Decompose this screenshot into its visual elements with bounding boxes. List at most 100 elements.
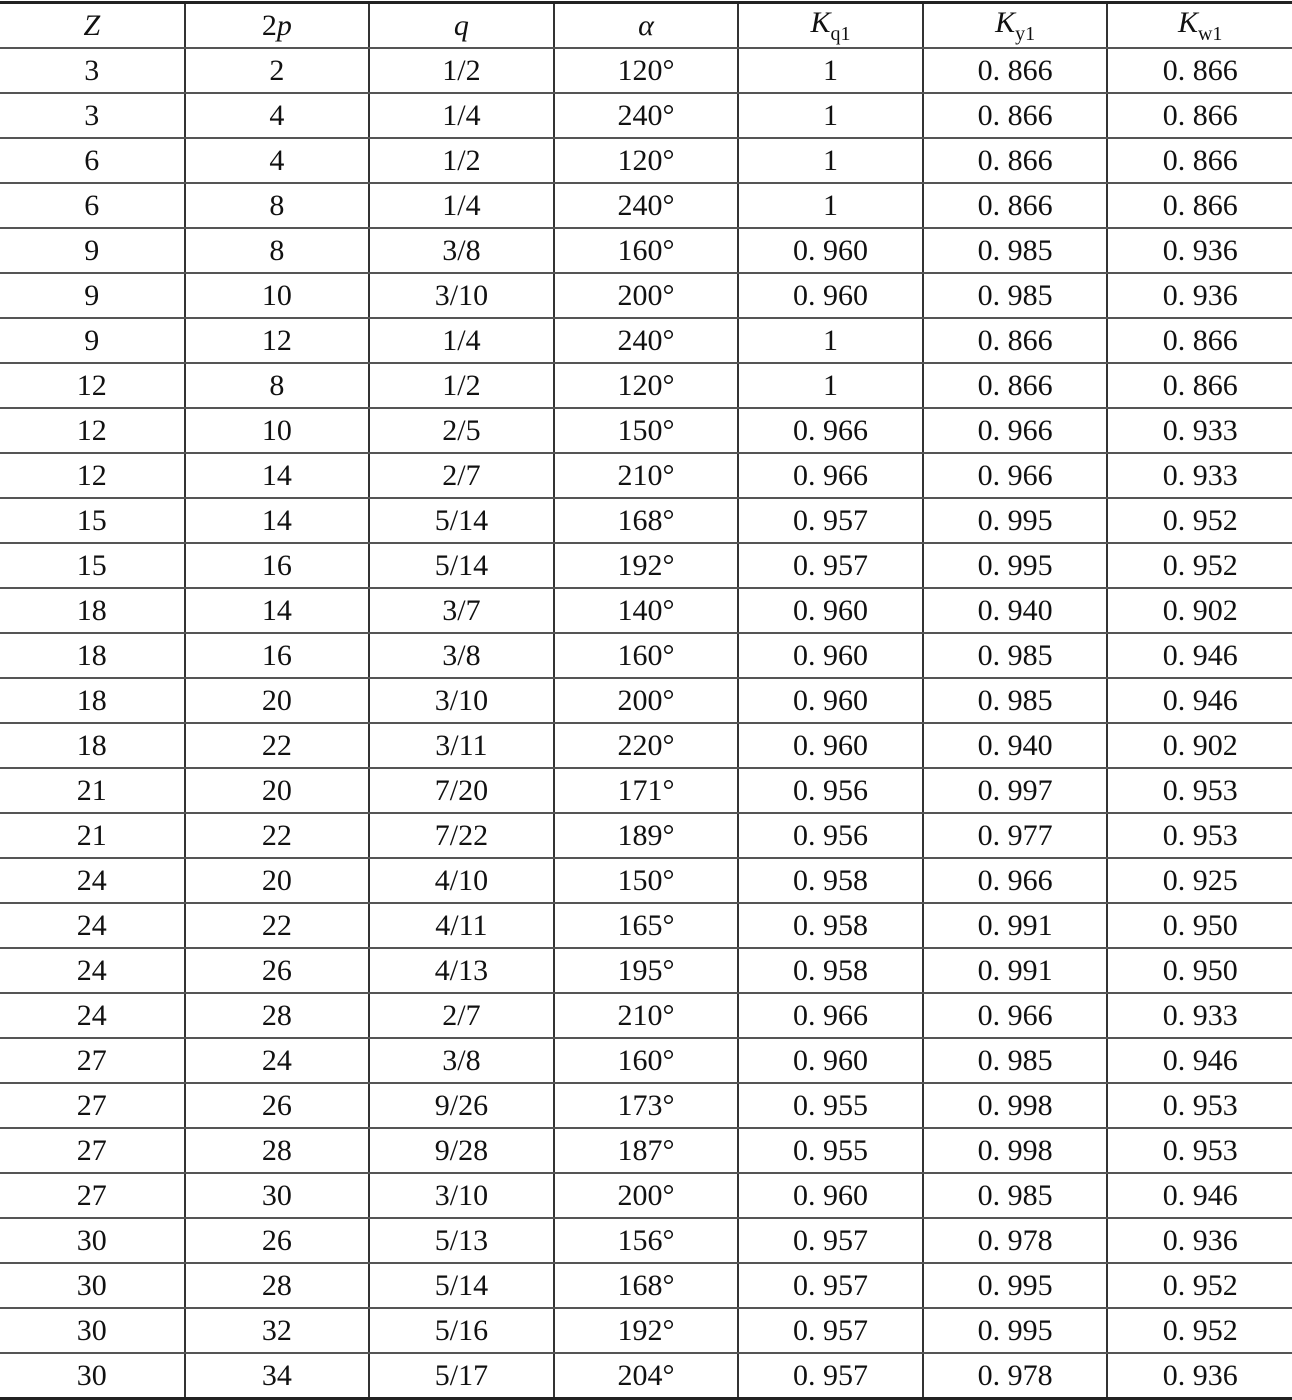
cell-z: 30: [0, 1353, 185, 1400]
cell-alpha: 168°: [552, 498, 739, 544]
cell-kq1: 0. 966: [737, 408, 923, 454]
cell-kq1: 1: [737, 318, 923, 364]
cell-kq1: 1: [737, 48, 923, 94]
header-var: K: [1177, 5, 1198, 39]
cell-alpha: 150°: [552, 858, 739, 904]
cell-2p: 32: [183, 1308, 370, 1354]
cell-kw1: 0. 866: [1106, 93, 1292, 139]
table-row: 12 8 1/2 120° 1 0. 866 0. 866: [0, 363, 1292, 409]
cell-kq1: 1: [737, 363, 923, 409]
cell-2p: 14: [183, 498, 370, 544]
header-sub: w1: [1197, 22, 1223, 45]
cell-kq1: 0. 960: [737, 228, 923, 274]
cell-kw1: 0. 946: [1106, 678, 1292, 724]
cell-alpha: 150°: [552, 408, 739, 454]
cell-alpha: 165°: [552, 903, 739, 949]
cell-ky1: 0. 977: [921, 813, 1108, 859]
table-row: 9 8 3/8 160° 0. 960 0. 985 0. 936: [0, 228, 1292, 274]
cell-z: 27: [0, 1128, 185, 1174]
header-var: q: [453, 8, 469, 42]
cell-q: 2/5: [368, 408, 554, 454]
cell-kq1: 0. 957: [737, 543, 923, 589]
cell-z: 30: [0, 1263, 185, 1309]
header-var: α: [638, 8, 654, 42]
cell-z: 6: [0, 183, 185, 229]
table-row: 27 24 3/8 160° 0. 960 0. 985 0. 946: [0, 1038, 1292, 1084]
cell-z: 18: [0, 633, 185, 679]
cell-2p: 8: [183, 183, 370, 229]
cell-q: 3/10: [368, 678, 554, 724]
cell-q: 3/8: [368, 1038, 554, 1084]
cell-kw1: 0. 953: [1106, 1083, 1292, 1129]
cell-ky1: 0. 985: [921, 1173, 1108, 1219]
cell-kq1: 0. 960: [737, 273, 923, 319]
table-row: 6 8 1/4 240° 1 0. 866 0. 866: [0, 183, 1292, 229]
cell-2p: 4: [183, 138, 370, 184]
cell-z: 3: [0, 48, 185, 94]
header-var: Z: [83, 8, 101, 42]
cell-alpha: 200°: [552, 1173, 739, 1219]
cell-kw1: 0. 950: [1106, 903, 1292, 949]
cell-z: 18: [0, 588, 185, 634]
cell-q: 4/11: [368, 903, 554, 949]
cell-kw1: 0. 936: [1106, 228, 1292, 274]
cell-ky1: 0. 866: [921, 93, 1108, 139]
cell-q: 4/13: [368, 948, 554, 994]
cell-q: 1/2: [368, 138, 554, 184]
table-row: 30 28 5/14 168° 0. 957 0. 995 0. 952: [0, 1263, 1292, 1309]
cell-kq1: 0. 966: [737, 993, 923, 1039]
cell-ky1: 0. 997: [921, 768, 1108, 814]
cell-kw1: 0. 933: [1106, 993, 1292, 1039]
cell-kq1: 1: [737, 138, 923, 184]
cell-ky1: 0. 991: [921, 903, 1108, 949]
cell-z: 24: [0, 993, 185, 1039]
cell-alpha: 240°: [552, 183, 739, 229]
header-var: K: [810, 5, 831, 39]
cell-q: 5/16: [368, 1308, 554, 1354]
cell-2p: 28: [183, 1263, 370, 1309]
cell-ky1: 0. 998: [921, 1083, 1108, 1129]
cell-kq1: 0. 960: [737, 678, 923, 724]
column-header-kw1: Kw1: [1106, 1, 1292, 49]
header-var: K: [995, 5, 1016, 39]
cell-alpha: 200°: [552, 273, 739, 319]
cell-z: 24: [0, 948, 185, 994]
cell-kq1: 0. 957: [737, 1353, 923, 1400]
cell-ky1: 0. 985: [921, 1038, 1108, 1084]
cell-z: 9: [0, 228, 185, 274]
cell-kw1: 0. 933: [1106, 408, 1292, 454]
table-row: 3 4 1/4 240° 1 0. 866 0. 866: [0, 93, 1292, 139]
cell-2p: 8: [183, 228, 370, 274]
cell-2p: 8: [183, 363, 370, 409]
cell-2p: 20: [183, 768, 370, 814]
cell-alpha: 173°: [552, 1083, 739, 1129]
cell-kw1: 0. 902: [1106, 723, 1292, 769]
cell-2p: 14: [183, 588, 370, 634]
cell-z: 9: [0, 318, 185, 364]
cell-alpha: 192°: [552, 1308, 739, 1354]
cell-2p: 2: [183, 48, 370, 94]
cell-alpha: 240°: [552, 93, 739, 139]
cell-kq1: 0. 958: [737, 948, 923, 994]
cell-z: 3: [0, 93, 185, 139]
cell-ky1: 0. 866: [921, 183, 1108, 229]
table-row: 27 28 9/28 187° 0. 955 0. 998 0. 953: [0, 1128, 1292, 1174]
table-row: 12 10 2/5 150° 0. 966 0. 966 0. 933: [0, 408, 1292, 454]
cell-kq1: 0. 960: [737, 1173, 923, 1219]
cell-kq1: 0. 957: [737, 1218, 923, 1264]
cell-z: 24: [0, 903, 185, 949]
cell-2p: 26: [183, 1083, 370, 1129]
cell-q: 3/10: [368, 1173, 554, 1219]
cell-kq1: 0. 957: [737, 1263, 923, 1309]
cell-z: 15: [0, 543, 185, 589]
cell-ky1: 0. 985: [921, 633, 1108, 679]
cell-z: 27: [0, 1173, 185, 1219]
cell-q: 2/7: [368, 993, 554, 1039]
cell-kq1: 0. 955: [737, 1128, 923, 1174]
cell-kq1: 0. 958: [737, 903, 923, 949]
cell-z: 27: [0, 1038, 185, 1084]
column-header-kq1: Kq1: [737, 1, 923, 49]
cell-kw1: 0. 953: [1106, 1128, 1292, 1174]
cell-ky1: 0. 966: [921, 453, 1108, 499]
